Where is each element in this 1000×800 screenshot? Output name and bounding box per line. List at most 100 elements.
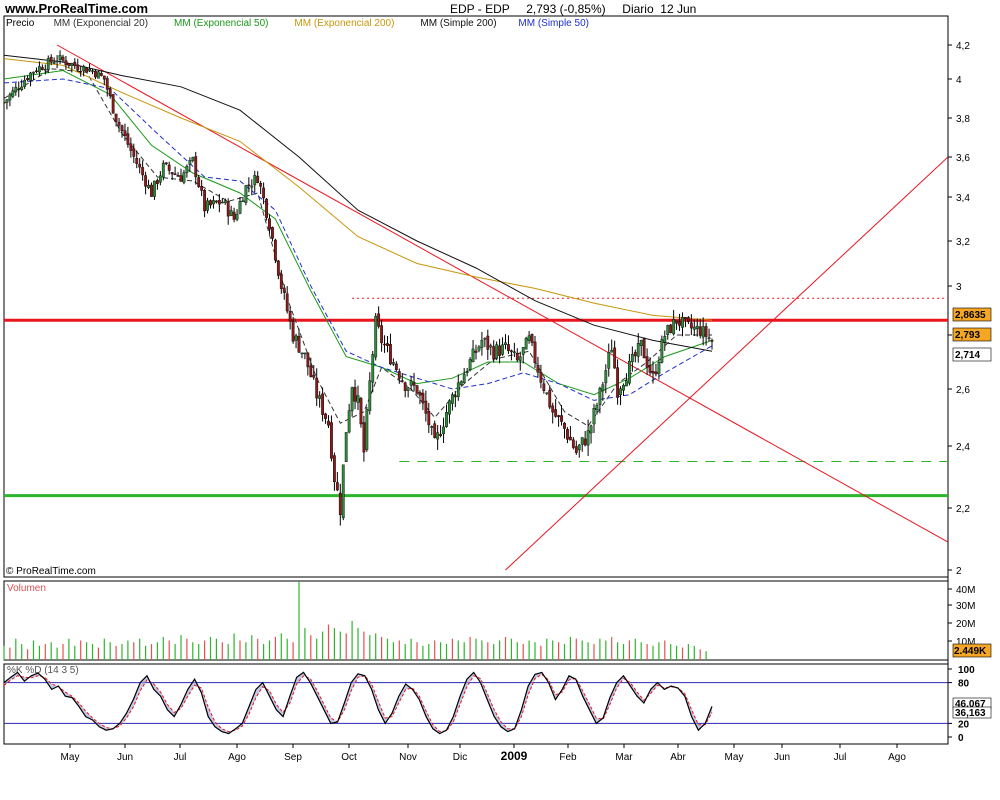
candle-body — [282, 287, 286, 293]
candle-body — [651, 371, 655, 374]
candle-body — [628, 360, 631, 384]
candle-body — [636, 343, 640, 357]
candle-body — [176, 175, 180, 177]
candle-body — [164, 162, 168, 165]
candle-body — [4, 101, 6, 104]
candle-body — [276, 260, 280, 276]
candle-body — [586, 430, 590, 446]
candle-body — [654, 371, 658, 375]
price-label: 2,8635 — [955, 310, 986, 321]
candle-body — [601, 384, 605, 392]
candle-body — [135, 157, 139, 164]
x-axis-label: 2009 — [501, 749, 528, 763]
downtrend-trendline — [56, 44, 948, 543]
candle-body — [622, 384, 625, 391]
candle-body — [111, 94, 115, 114]
candle-body — [409, 380, 413, 386]
candle-body — [595, 405, 599, 411]
volume-panel-title: Volumen — [7, 583, 46, 594]
candle-body — [309, 365, 313, 377]
stochastic-last-value: 46,067 — [955, 699, 986, 710]
candle-body — [501, 344, 504, 355]
price-y-tick-label: 3,2 — [956, 237, 970, 248]
candle-body — [265, 198, 268, 218]
x-axis-label: Mar — [615, 752, 633, 763]
price-plot-area — [4, 44, 948, 571]
candle-body — [117, 121, 121, 126]
candle-body — [344, 432, 348, 462]
price-y-tick-label: 2 — [956, 566, 962, 577]
candle-body — [577, 444, 581, 451]
candle-body — [132, 148, 136, 157]
candle-body — [571, 439, 575, 448]
candle-body — [99, 72, 103, 76]
candle-body — [141, 167, 145, 176]
candle-body — [209, 200, 212, 206]
candle-body — [55, 60, 59, 63]
candle-body — [5, 99, 9, 103]
candle-body — [386, 343, 389, 346]
candle-body — [563, 422, 566, 429]
candle-body — [105, 78, 109, 90]
candle-body — [279, 273, 283, 289]
candle-body — [238, 201, 242, 214]
candle-body — [220, 201, 224, 204]
candle-body — [312, 374, 316, 378]
candle-body — [123, 130, 127, 136]
price-y-tick-label: 3 — [956, 282, 962, 293]
candle-body — [684, 317, 687, 319]
volume-last-value: 2.449K — [954, 646, 987, 657]
candle-body — [306, 352, 310, 368]
price-y-tick-label: 4 — [956, 75, 962, 86]
stochastic-last-value: 36,163 — [955, 708, 986, 719]
candle-body — [315, 377, 319, 399]
candle-body — [49, 57, 53, 63]
candle-body — [271, 227, 274, 239]
legend-item: MM (Simple 50) — [518, 18, 589, 29]
candle-body — [253, 175, 257, 186]
candle-body — [669, 324, 673, 333]
candle-body — [153, 180, 156, 197]
candle-body — [495, 344, 499, 359]
candle-body — [120, 125, 124, 131]
candle-body — [557, 415, 561, 417]
watermark-text: © ProRealTime.com — [6, 566, 96, 577]
uptrend-trendline — [505, 156, 948, 571]
candle-body — [518, 356, 522, 361]
candle-body — [96, 71, 100, 79]
candle-body — [214, 200, 218, 203]
candle-body — [333, 455, 336, 483]
candle-body — [389, 344, 392, 365]
candle-body — [589, 425, 593, 434]
candle-body — [32, 71, 35, 74]
candle-body — [657, 362, 661, 374]
x-axis-label: Jul — [834, 752, 847, 763]
price-label: 2,793 — [955, 330, 980, 341]
candle-body — [338, 492, 342, 516]
candle-body — [161, 162, 165, 178]
candle-body — [630, 354, 634, 363]
candle-body — [371, 354, 375, 383]
x-axis-label: Ago — [228, 752, 246, 763]
candle-body — [433, 423, 437, 439]
candle-body — [471, 348, 475, 362]
stochastic-fill — [4, 672, 712, 734]
moving-average-line — [4, 78, 713, 401]
candle-body — [67, 63, 71, 66]
candle-body — [91, 70, 94, 72]
candle-body — [330, 422, 333, 459]
candle-body — [442, 426, 445, 435]
candle-body — [692, 326, 696, 330]
site-url-link[interactable]: www.ProRealTime.com — [5, 1, 149, 16]
candle-body — [291, 320, 295, 342]
candle-body — [453, 395, 457, 398]
candle-body — [350, 387, 354, 412]
candle-body — [448, 400, 451, 415]
legend-item: MM (Exponencial 50) — [174, 18, 268, 29]
candle-body — [138, 163, 142, 168]
stochastic-panel-title: %K %D (14 3 5) — [7, 665, 79, 676]
candle-body — [173, 173, 177, 176]
candle-body — [206, 200, 209, 211]
candle-body — [241, 200, 245, 203]
candle-body — [197, 177, 201, 187]
